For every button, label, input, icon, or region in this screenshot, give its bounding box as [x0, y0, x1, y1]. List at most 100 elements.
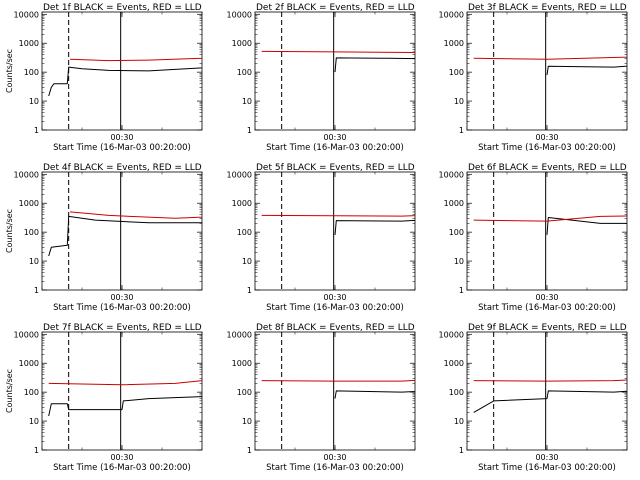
x-tick-label: 00:30 [110, 133, 133, 142]
y-tick-label: 100 [24, 228, 39, 237]
plot-frame [254, 331, 416, 451]
x-tick-label: 00:30 [110, 453, 133, 462]
chart-panel-6: Det 6f BLACK = Events, RED = LLD 1 10 100 10… [439, 163, 628, 313]
y-tick-label: 1 [247, 446, 252, 455]
plot-data [473, 12, 627, 130]
plot-frame [41, 331, 203, 451]
x-tick-label: 00:30 [323, 453, 346, 462]
series-line-lld [261, 379, 415, 382]
y-tick-label: 1 [459, 126, 464, 135]
x-axis-label: Start Time (16-Mar-03 00:20:00) [478, 143, 616, 153]
chart-title: Det 4f BLACK = Events, RED = LLD [43, 163, 202, 173]
series-line-lld [69, 57, 202, 62]
y-tick-label: 10 [29, 257, 39, 266]
plot-data [473, 172, 627, 290]
x-axis-label: Start Time (16-Mar-03 00:20:00) [53, 143, 191, 153]
chart-title: Det 7f BLACK = Events, RED = LLD [43, 323, 202, 333]
y-tick-label: 10 [454, 417, 464, 426]
x-tick-label: 00:30 [535, 293, 558, 302]
plot-data [261, 332, 415, 450]
series-line-events [334, 219, 415, 235]
y-tick-label: 10 [242, 97, 252, 106]
y-tick-label: 1 [34, 126, 39, 135]
y-tick-label: 1 [34, 446, 39, 455]
series-line-events [48, 396, 202, 417]
x-tick-label: 00:30 [110, 293, 133, 302]
y-tick-label: 100 [449, 68, 464, 77]
y-tick-label: 1000 [19, 39, 39, 48]
y-tick-label: 10 [29, 97, 39, 106]
y-tick-label: 100 [237, 388, 252, 397]
y-tick-label: 10 [454, 97, 464, 106]
y-tick-label: 1 [459, 446, 464, 455]
chart-panel-4: Det 4f BLACK = Events, RED = LLD 1 10 100 10… [5, 163, 203, 313]
y-tick-label: 10 [242, 417, 252, 426]
chart-panel-5: Det 5f BLACK = Events, RED = LLD 1 10 100 10… [227, 163, 416, 313]
chart-title: Det 6f BLACK = Events, RED = LLD [468, 163, 627, 173]
x-axis-label: Start Time (16-Mar-03 00:20:00) [266, 303, 404, 313]
y-tick-label: 10000 [14, 330, 39, 339]
y-tick-label: 1000 [232, 39, 252, 48]
x-axis-label: Start Time (16-Mar-03 00:20:00) [478, 463, 616, 473]
chart-panel-3: Det 3f BLACK = Events, RED = LLD 1 10 100 10… [439, 3, 628, 153]
y-tick-label: 1000 [232, 199, 252, 208]
series-line-lld [261, 214, 415, 217]
chart-panel-8: Det 8f BLACK = Events, RED = LLD 1 10 100 10… [227, 323, 416, 473]
y-axis-label: Counts/sec [5, 209, 14, 253]
y-tick-label: 10000 [227, 170, 252, 179]
y-tick-label: 10000 [227, 10, 252, 19]
x-axis-label: Start Time (16-Mar-03 00:20:00) [478, 303, 616, 313]
series-line-events [334, 57, 415, 73]
x-tick-label: 00:30 [535, 453, 558, 462]
y-tick-label: 1000 [444, 39, 464, 48]
series-line-lld [69, 211, 202, 219]
y-tick-label: 100 [24, 388, 39, 397]
y-tick-label: 10000 [14, 10, 39, 19]
chart-title: Det 3f BLACK = Events, RED = LLD [468, 3, 627, 13]
x-tick-label: 00:30 [535, 133, 558, 142]
x-axis-label: Start Time (16-Mar-03 00:20:00) [53, 463, 191, 473]
chart-panel-9: Det 9f BLACK = Events, RED = LLD 1 10 100 10… [439, 323, 628, 473]
plot-frame [466, 331, 628, 451]
x-axis-label: Start Time (16-Mar-03 00:20:00) [266, 143, 404, 153]
plot-data [48, 12, 202, 130]
y-tick-label: 1 [459, 286, 464, 295]
y-tick-label: 10000 [439, 10, 464, 19]
series-line-events [334, 390, 415, 399]
y-tick-label: 100 [237, 68, 252, 77]
chart-title: Det 8f BLACK = Events, RED = LLD [256, 323, 415, 333]
plot-data [473, 332, 627, 450]
y-tick-label: 1 [247, 286, 252, 295]
series-line-lld [48, 380, 202, 386]
x-axis-label: Start Time (16-Mar-03 00:20:00) [266, 463, 404, 473]
y-tick-label: 100 [237, 228, 252, 237]
series-line-events [48, 215, 202, 257]
plot-data [261, 172, 415, 290]
series-line-events [48, 66, 202, 97]
y-axis-label: Counts/sec [5, 369, 14, 413]
chart-title: Det 2f BLACK = Events, RED = LLD [256, 3, 415, 13]
chart-panel-1: Det 1f BLACK = Events, RED = LLD 1 10 100 10… [5, 3, 203, 153]
chart-panel-2: Det 2f BLACK = Events, RED = LLD 1 10 100 10… [227, 3, 416, 153]
series-line-events [546, 65, 627, 75]
x-tick-label: 00:30 [323, 133, 346, 142]
y-tick-label: 100 [449, 228, 464, 237]
series-line-lld [473, 56, 627, 60]
y-tick-label: 10000 [439, 330, 464, 339]
chart-title: Det 1f BLACK = Events, RED = LLD [43, 3, 202, 13]
y-tick-label: 1000 [232, 359, 252, 368]
chart-panel-7: Det 7f BLACK = Events, RED = LLD 1 10 100 10… [5, 323, 203, 473]
x-axis-label: Start Time (16-Mar-03 00:20:00) [53, 303, 191, 313]
series-line-events [473, 390, 627, 413]
series-line-lld [473, 379, 627, 382]
y-tick-label: 1000 [444, 359, 464, 368]
y-tick-label: 1000 [444, 199, 464, 208]
y-tick-label: 10000 [439, 170, 464, 179]
plot-frame [41, 171, 203, 291]
y-tick-label: 1000 [19, 359, 39, 368]
y-tick-label: 1000 [19, 199, 39, 208]
y-axis-label: Counts/sec [5, 49, 14, 93]
series-line-lld [473, 215, 627, 222]
plot-frame [466, 11, 628, 131]
